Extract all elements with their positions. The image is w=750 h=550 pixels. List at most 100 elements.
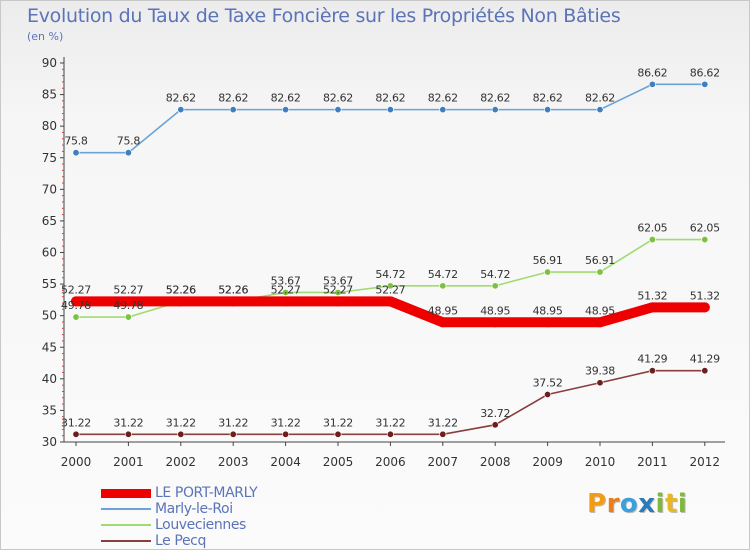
data-point-le-pecq xyxy=(386,430,394,438)
y-tick-label: 70 xyxy=(42,182,57,196)
x-tick-label: 2001 xyxy=(113,455,144,469)
y-tick-label: 75 xyxy=(42,151,57,165)
data-label-marly-le-roi: 82.62 xyxy=(375,92,405,105)
logo-letter: x xyxy=(638,489,656,519)
data-point-marly-le-roi xyxy=(491,106,499,114)
data-label-louveciennes: 56.91 xyxy=(585,254,615,267)
data-label-le-pecq: 31.22 xyxy=(375,416,405,429)
x-tick-label: 2003 xyxy=(218,455,249,469)
data-label-marly-le-roi: 82.62 xyxy=(533,92,563,105)
data-label-le-port-marly: 52.27 xyxy=(323,283,353,296)
data-label-marly-le-roi: 82.62 xyxy=(218,92,248,105)
legend-label: Louveciennes xyxy=(155,517,246,533)
data-point-louveciennes xyxy=(124,313,132,321)
data-point-le-port-marly xyxy=(71,296,81,307)
legend-label: Marly-le-Roi xyxy=(155,501,233,517)
unit-label: (en %) xyxy=(27,30,64,43)
x-tick-label: 2011 xyxy=(637,455,668,469)
data-point-louveciennes xyxy=(648,236,656,244)
data-label-louveciennes: 62.05 xyxy=(637,222,667,235)
data-point-le-port-marly xyxy=(437,317,448,328)
x-tick-label: 2002 xyxy=(166,455,197,469)
data-point-louveciennes xyxy=(439,282,447,290)
logo-letter: t xyxy=(664,489,678,519)
data-point-marly-le-roi xyxy=(544,106,552,114)
data-label-louveciennes: 53.67 xyxy=(323,274,353,287)
x-tick-label: 2009 xyxy=(532,455,563,469)
proxiti-logo: Proxiti xyxy=(587,489,687,519)
legend-label: Le Pecq xyxy=(155,533,206,549)
data-point-le-pecq xyxy=(701,367,709,375)
data-label-le-port-marly: 51.32 xyxy=(637,289,667,302)
data-label-louveciennes: 54.72 xyxy=(428,268,458,281)
data-label-louveciennes: 52.26 xyxy=(166,283,196,296)
data-label-marly-le-roi: 82.62 xyxy=(480,92,510,105)
data-point-marly-le-roi xyxy=(334,106,342,114)
data-point-le-pecq xyxy=(282,430,290,438)
data-point-marly-le-roi xyxy=(124,149,132,157)
data-label-louveciennes: 56.91 xyxy=(533,254,563,267)
x-tick-label: 2006 xyxy=(375,455,406,469)
legend: LE PORT-MARLY Marly-le-Roi Louveciennes Le … xyxy=(101,485,258,549)
logo-letter: o xyxy=(619,489,639,519)
legend-item-le-pecq: Le Pecq xyxy=(101,533,257,549)
legend-item-louveciennes: Louveciennes xyxy=(101,517,257,533)
data-point-louveciennes xyxy=(491,282,499,290)
data-point-le-port-marly xyxy=(280,296,291,307)
data-point-le-port-marly xyxy=(175,296,186,307)
data-label-le-port-marly: 52.26 xyxy=(166,283,196,296)
data-point-le-pecq xyxy=(72,430,80,438)
data-point-le-pecq xyxy=(596,379,604,387)
data-point-marly-le-roi xyxy=(596,106,604,114)
y-tick-label: 90 xyxy=(42,56,57,70)
data-point-le-port-marly xyxy=(490,317,501,328)
y-tick-label: 65 xyxy=(42,214,57,228)
data-label-le-port-marly: 52.26 xyxy=(218,283,248,296)
data-point-le-pecq xyxy=(124,430,132,438)
data-point-marly-le-roi xyxy=(386,106,394,114)
data-point-louveciennes xyxy=(701,236,709,244)
data-label-le-pecq: 31.22 xyxy=(271,416,301,429)
data-label-le-port-marly: 52.27 xyxy=(61,283,91,296)
legend-swatch xyxy=(101,524,151,526)
data-point-le-pecq xyxy=(648,367,656,375)
data-point-le-pecq xyxy=(491,421,499,429)
data-label-louveciennes: 49.78 xyxy=(61,299,91,312)
logo-letter: i xyxy=(655,489,665,519)
data-point-le-port-marly xyxy=(123,296,134,307)
logo-letter: r xyxy=(606,489,620,519)
data-label-le-pecq: 37.52 xyxy=(533,376,563,389)
data-label-le-port-marly: 52.27 xyxy=(271,283,301,296)
data-point-le-pecq xyxy=(334,430,342,438)
x-tick-label: 2007 xyxy=(428,455,459,469)
data-point-le-port-marly xyxy=(647,302,658,313)
data-point-louveciennes xyxy=(544,268,552,276)
data-label-marly-le-roi: 82.62 xyxy=(271,92,301,105)
data-label-louveciennes: 53.67 xyxy=(271,274,301,287)
data-point-le-pecq xyxy=(229,430,237,438)
y-tick-label: 45 xyxy=(42,340,57,354)
data-label-marly-le-roi: 82.62 xyxy=(323,92,353,105)
data-point-le-port-marly xyxy=(595,317,605,328)
data-label-le-port-marly: 48.95 xyxy=(480,304,510,317)
data-point-le-port-marly xyxy=(542,317,553,328)
data-label-le-pecq: 41.29 xyxy=(637,353,667,366)
data-point-le-pecq xyxy=(439,430,447,438)
data-point-louveciennes xyxy=(334,288,342,296)
data-label-louveciennes: 54.72 xyxy=(480,268,510,281)
data-label-le-port-marly: 52.27 xyxy=(375,283,405,296)
data-label-marly-le-roi: 82.62 xyxy=(428,92,458,105)
x-tick-label: 2008 xyxy=(480,455,511,469)
x-tick-label: 2000 xyxy=(61,455,92,469)
legend-swatch xyxy=(101,540,151,542)
y-tick-label: 30 xyxy=(42,435,57,449)
logo-letter: P xyxy=(587,489,607,519)
data-point-le-pecq xyxy=(177,430,185,438)
data-point-marly-le-roi xyxy=(648,80,656,88)
data-point-marly-le-roi xyxy=(229,106,237,114)
data-point-marly-le-roi xyxy=(439,106,447,114)
x-tick-label: 2004 xyxy=(270,455,301,469)
y-tick-label: 85 xyxy=(42,88,57,102)
